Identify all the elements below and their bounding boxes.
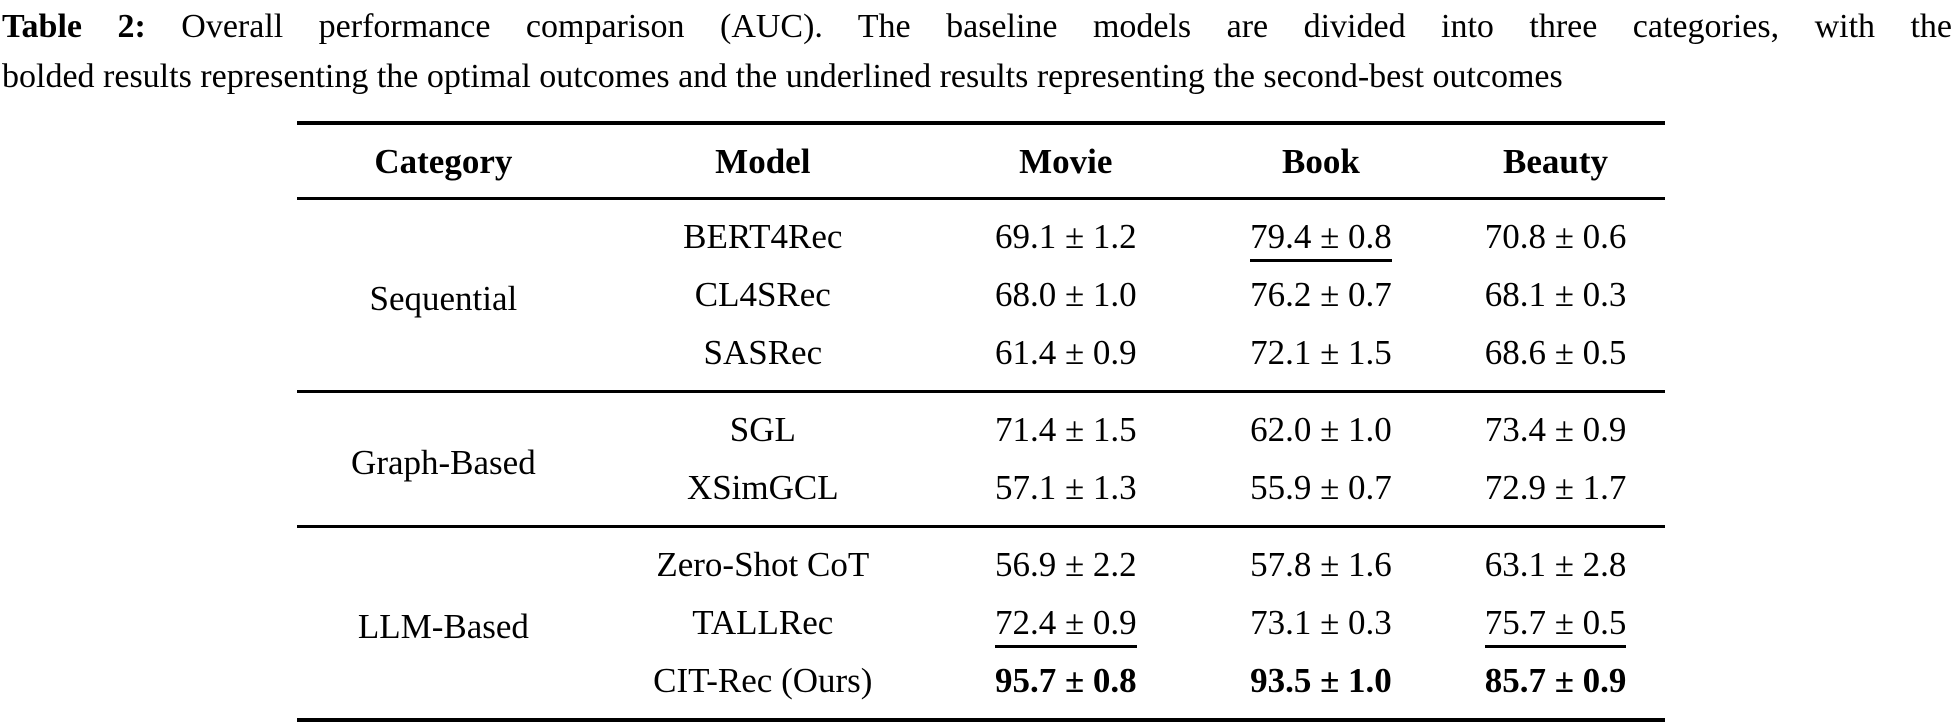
category-label: Graph-Based: [351, 443, 536, 482]
value-text: 93.5 ± 1.0: [1250, 661, 1392, 700]
value-text: 72.9 ± 1.7: [1484, 468, 1627, 507]
value-beauty: 73.4 ± 0.9: [1446, 392, 1665, 460]
value-text: 68.6 ± 0.5: [1484, 333, 1627, 372]
value-text: 56.9 ± 2.2: [994, 545, 1137, 584]
results-table: Category Model Movie Book Beauty Sequent…: [297, 121, 1665, 722]
value-movie: 69.1 ± 1.2: [936, 199, 1196, 267]
group-graph-based: Graph-Based SGL 71.4 ± 1.5 62.0 ± 1.0 73…: [297, 392, 1665, 527]
value-text: 85.7 ± 0.9: [1484, 661, 1627, 700]
table-row: TALLRec 72.4 ± 0.9 73.1 ± 0.3 75.7 ± 0.5: [297, 594, 1665, 652]
value-text: 68.0 ± 1.0: [994, 275, 1137, 314]
model-name: CL4SRec: [694, 275, 831, 314]
model-name: Zero-Shot CoT: [656, 545, 870, 584]
table-caption-line1: Table 2: Overall performance comparison …: [2, 2, 1952, 52]
value-text: 76.2 ± 0.7: [1250, 275, 1392, 314]
value-text: 69.1 ± 1.2: [994, 217, 1137, 256]
results-table-container: Category Model Movie Book Beauty Sequent…: [297, 121, 1665, 722]
value-text: 79.4 ± 0.8: [1250, 217, 1392, 262]
value-beauty: 70.8 ± 0.6: [1446, 199, 1665, 267]
value-text: 57.8 ± 1.6: [1250, 545, 1392, 584]
header-cell-beauty: Beauty: [1446, 121, 1665, 200]
model-name: SASRec: [703, 333, 823, 372]
table-row: Sequential BERT4Rec 69.1 ± 1.2 79.4 ± 0.…: [297, 199, 1665, 318]
table-row: XSimGCL 57.1 ± 1.3 55.9 ± 0.7 72.9 ± 1.7: [297, 459, 1665, 527]
table-caption-text: Overall performance comparison (AUC). Th…: [181, 8, 1953, 45]
table-row: CL4SRec 68.0 ± 1.0 76.2 ± 0.7 68.1 ± 0.3: [297, 266, 1665, 324]
value-text: 68.1 ± 0.3: [1484, 275, 1627, 314]
table-row: CIT-Rec (Ours) 95.7 ± 0.8 93.5 ± 1.0 85.…: [297, 652, 1665, 720]
value-beauty: 63.1 ± 2.8: [1446, 527, 1665, 595]
header-cell-category: Category: [297, 121, 590, 200]
model-name: SGL: [729, 410, 796, 449]
value-text: 57.1 ± 1.3: [994, 468, 1137, 507]
value-movie: 95.7 ± 0.8: [936, 652, 1196, 720]
category-label: LLM-Based: [357, 607, 529, 646]
category-label: Sequential: [369, 279, 518, 318]
model-name: CIT-Rec (Ours): [653, 661, 873, 700]
value-text: 75.7 ± 0.5: [1484, 603, 1627, 648]
table-caption-line2: bolded results representing the optimal …: [2, 58, 1563, 95]
value-beauty: 72.9 ± 1.7: [1446, 459, 1665, 527]
value-text: 61.4 ± 0.9: [994, 333, 1137, 372]
value-beauty: 68.6 ± 0.5: [1446, 324, 1665, 392]
table-header-row: Category Model Movie Book Beauty: [297, 121, 1665, 200]
value-book: 55.9 ± 0.7: [1196, 459, 1446, 527]
value-movie: 71.4 ± 1.5: [936, 392, 1196, 460]
header-cell-book: Book: [1195, 121, 1447, 200]
value-text: 72.4 ± 0.9: [994, 603, 1137, 648]
value-text: 95.7 ± 0.8: [994, 661, 1137, 700]
value-movie: 57.1 ± 1.3: [936, 459, 1196, 527]
value-movie: 72.4 ± 0.9: [936, 594, 1196, 652]
value-book: 93.5 ± 1.0: [1196, 652, 1446, 720]
table-caption-label: Table 2:: [2, 8, 146, 45]
table-row: LLM-Based Zero-Shot CoT 56.9 ± 2.2 57.8 …: [297, 527, 1665, 646]
model-name: BERT4Rec: [683, 217, 843, 256]
value-beauty: 75.7 ± 0.5: [1446, 594, 1665, 652]
value-book: 57.8 ± 1.6: [1196, 527, 1446, 595]
value-text: 63.1 ± 2.8: [1484, 545, 1627, 584]
group-llm-based: LLM-Based Zero-Shot CoT 56.9 ± 2.2 57.8 …: [297, 527, 1665, 720]
value-movie: 61.4 ± 0.9: [936, 324, 1196, 392]
value-movie: 68.0 ± 1.0: [936, 266, 1196, 324]
value-book: 62.0 ± 1.0: [1196, 392, 1446, 460]
value-book: 72.1 ± 1.5: [1196, 324, 1446, 392]
model-name: XSimGCL: [686, 468, 839, 507]
value-movie: 56.9 ± 2.2: [936, 527, 1196, 595]
value-text: 71.4 ± 1.5: [994, 410, 1137, 449]
value-text: 62.0 ± 1.0: [1250, 410, 1392, 449]
header-cell-model: Model: [589, 121, 936, 200]
table-row: SASRec 61.4 ± 0.9 72.1 ± 1.5 68.6 ± 0.5: [297, 324, 1665, 392]
model-name: TALLRec: [692, 603, 834, 642]
value-text: 55.9 ± 0.7: [1250, 468, 1392, 507]
value-book: 73.1 ± 0.3: [1196, 594, 1446, 652]
group-sequential: Sequential BERT4Rec 69.1 ± 1.2 79.4 ± 0.…: [297, 199, 1665, 392]
table-caption: Table 2: Overall performance comparison …: [2, 2, 1952, 102]
value-text: 70.8 ± 0.6: [1484, 217, 1627, 256]
table-row: Graph-Based SGL 71.4 ± 1.5 62.0 ± 1.0 73…: [297, 392, 1665, 482]
header-cell-movie: Movie: [935, 121, 1196, 200]
value-beauty: 85.7 ± 0.9: [1446, 652, 1665, 720]
value-book: 76.2 ± 0.7: [1196, 266, 1446, 324]
value-text: 73.1 ± 0.3: [1250, 603, 1392, 642]
value-text: 73.4 ± 0.9: [1484, 410, 1627, 449]
value-book: 79.4 ± 0.8: [1196, 199, 1446, 267]
value-text: 72.1 ± 1.5: [1250, 333, 1392, 372]
value-beauty: 68.1 ± 0.3: [1446, 266, 1665, 324]
